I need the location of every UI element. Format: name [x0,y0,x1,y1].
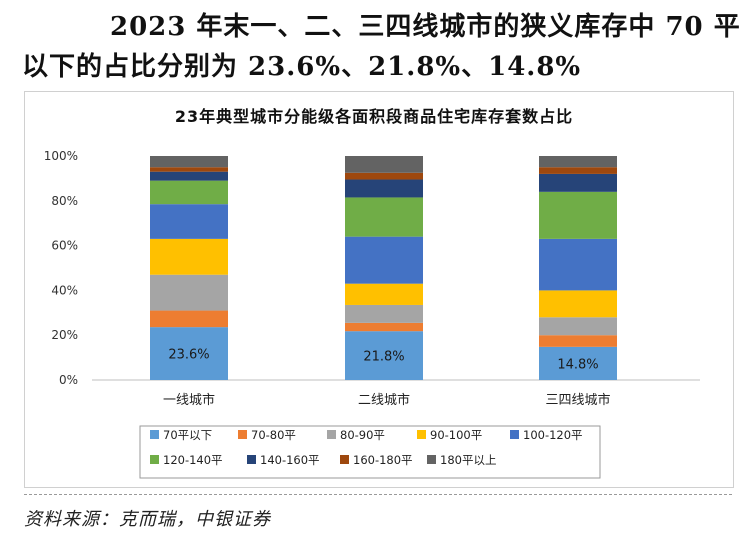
bar-segment [539,173,617,192]
legend-box [139,425,601,479]
bar-segment [539,290,617,318]
data-label: 14.8% [557,357,598,372]
legend-swatch [510,430,519,439]
bar-segment [150,274,228,311]
y-tick-label: 40% [51,283,78,297]
bar-segment [150,238,228,275]
legend-swatch [427,455,436,464]
data-label: 23.6% [168,348,209,363]
bar-segment [539,335,617,347]
divider [24,494,732,495]
legend-label: 100-120平 [523,428,583,442]
y-tick-label: 60% [51,239,78,253]
bar-segment [345,283,423,305]
y-tick-label: 20% [51,328,78,342]
bar-segment [150,310,228,328]
bar-segment [539,156,617,168]
bar-segment [539,191,617,239]
bar-segment [150,204,228,239]
bar-segment [150,327,228,380]
bar-segment [345,304,423,323]
headline-line-1: 2023 年末一、二、三四线城市的狭义库存中 70 平 [110,12,741,42]
bar-segment [345,236,423,284]
bar-segment [345,197,423,237]
y-tick-label: 0% [59,373,78,387]
legend-label: 140-160平 [260,453,320,467]
bar-segment [150,171,228,181]
bar-segment [150,156,228,168]
bar-segment [150,180,228,205]
legend-swatch [327,430,336,439]
legend-label: 90-100平 [430,428,482,442]
legend-swatch [238,430,247,439]
legend-label: 70-80平 [251,428,296,442]
bar-segment [150,167,228,172]
legend-swatch [340,455,349,464]
legend-swatch [247,455,256,464]
chart-title: 23年典型城市分能级各面积段商品住宅库存套数占比 [174,107,574,126]
legend-label: 160-180平 [353,453,413,467]
bar-segment [539,346,617,380]
data-label: 21.8% [363,350,404,365]
legend-swatch [150,430,159,439]
source-note: 资料来源：克而瑞，中银证券 [24,509,271,530]
bar-segment [345,322,423,332]
bar-segment [539,167,617,174]
headline-line-2: 以下的占比分别为 23.6%、21.8%、14.8% [22,52,582,82]
legend-swatch [150,455,159,464]
x-tick-label: 三四线城市 [545,392,610,408]
legend-label: 70平以下 [163,428,212,442]
y-tick-label: 80% [51,194,78,208]
x-tick-label: 二线城市 [358,392,410,408]
legend-label: 80-90平 [340,428,385,442]
legend-label: 180平以上 [440,453,496,467]
bar-segment [345,179,423,198]
y-tick-label: 100% [44,149,78,163]
bar-segment [539,238,617,291]
bar-segment [345,172,423,180]
bar-segment [345,331,423,380]
bar-segment [539,317,617,336]
legend-swatch [417,430,426,439]
x-tick-label: 一线城市 [163,392,215,408]
legend-label: 120-140平 [163,453,223,467]
bar-segment [345,156,423,173]
